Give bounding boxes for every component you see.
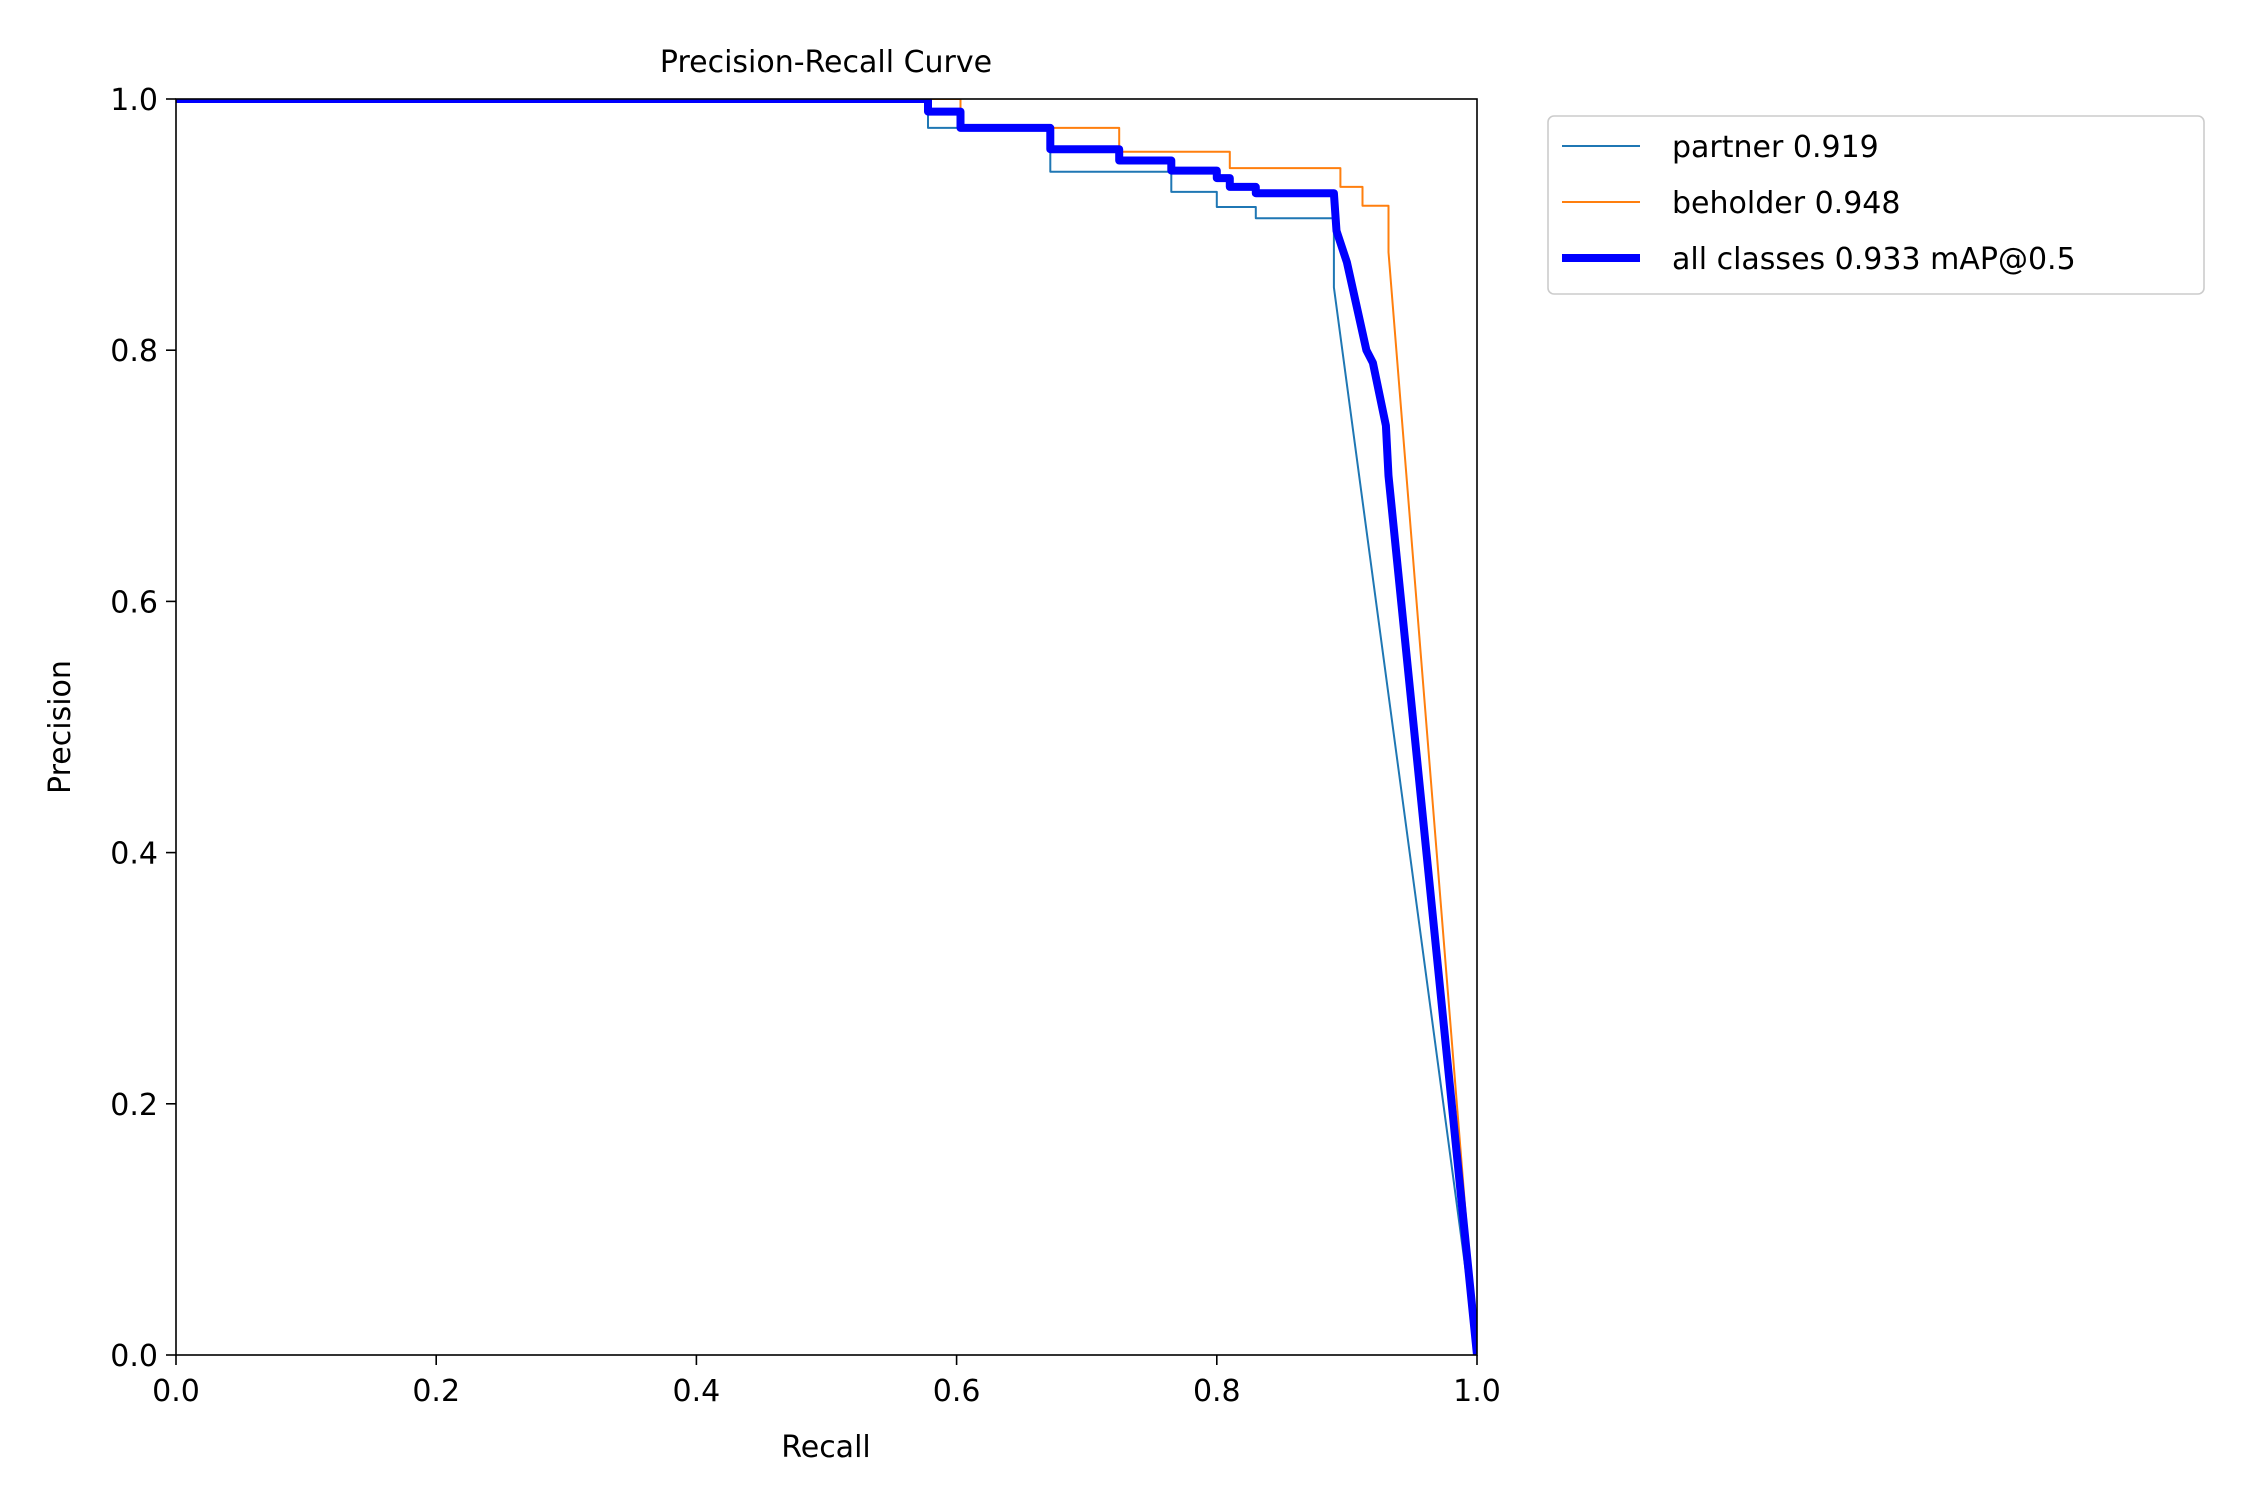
y-axis-label: Precision — [43, 660, 78, 794]
x-tick-label-5: 1.0 — [1453, 1374, 1501, 1409]
y-tick-label-0: 0.0 — [110, 1339, 158, 1374]
y-tick-label-5: 1.0 — [110, 83, 158, 118]
series-line-2 — [176, 99, 1477, 1355]
series-layer — [176, 99, 1477, 1355]
x-tick-label-2: 0.4 — [673, 1374, 721, 1409]
legend-label-partner: partner 0.919 — [1672, 130, 1879, 165]
y-axis-ticks: 0.0 0.2 0.4 0.6 0.8 1.0 — [110, 83, 176, 1374]
x-tick-label-3: 0.6 — [933, 1374, 981, 1409]
legend-label-all-classes: all classes 0.933 mAP@0.5 — [1672, 242, 2076, 277]
x-tick-label-1: 0.2 — [412, 1374, 460, 1409]
x-tick-label-4: 0.8 — [1193, 1374, 1241, 1409]
y-tick-label-1: 0.2 — [110, 1088, 158, 1123]
y-tick-label-2: 0.4 — [110, 837, 158, 872]
x-tick-label-0: 0.0 — [152, 1374, 200, 1409]
x-axis-label: Recall — [781, 1430, 871, 1465]
plot-area — [176, 99, 1477, 1355]
legend: partner 0.919 beholder 0.948 all classes… — [1547, 115, 2205, 295]
plot-frame — [175, 98, 1478, 1356]
x-axis-ticks: 0.0 0.2 0.4 0.6 0.8 1.0 — [152, 1355, 1501, 1409]
chart-title: Precision-Recall Curve — [660, 45, 992, 80]
legend-label-beholder: beholder 0.948 — [1672, 186, 1900, 221]
y-tick-label-3: 0.6 — [110, 585, 158, 620]
y-tick-label-4: 0.8 — [110, 334, 158, 369]
series-line-0 — [176, 99, 1477, 1355]
legend-box — [1547, 115, 2205, 295]
